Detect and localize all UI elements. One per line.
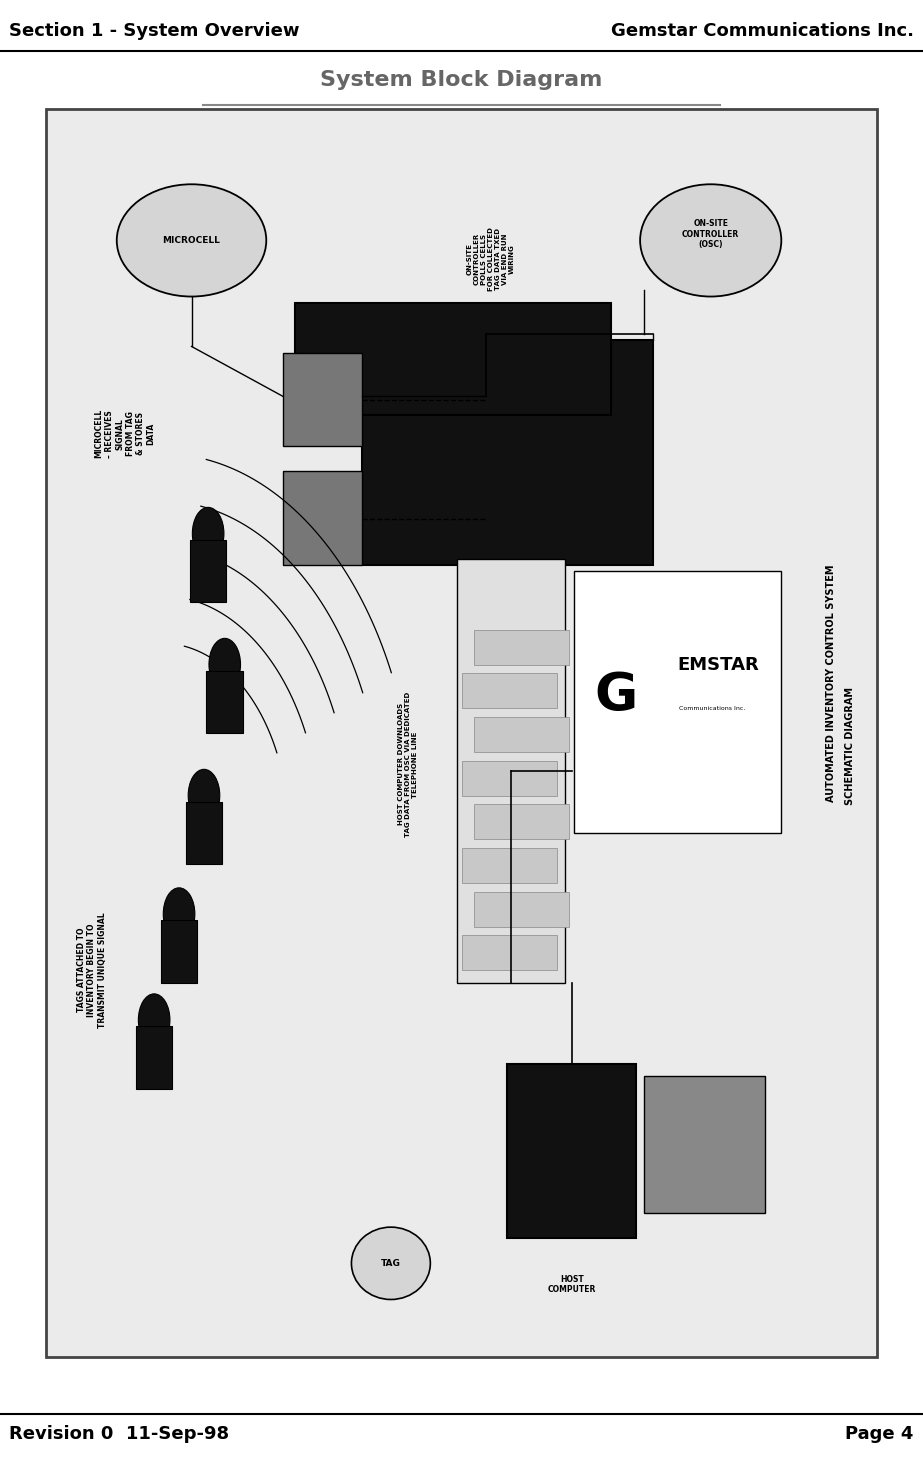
Bar [474, 804, 569, 839]
Bar [136, 1026, 173, 1088]
Bar [362, 340, 653, 565]
Text: SCHEMATIC DIAGRAM: SCHEMATIC DIAGRAM [845, 687, 856, 804]
Bar [462, 673, 557, 708]
Bar [462, 848, 557, 883]
Bar [508, 1064, 636, 1239]
Text: ON-SITE
CONTROLLER
(OSC): ON-SITE CONTROLLER (OSC) [682, 219, 739, 249]
Text: Revision 0  11-Sep-98: Revision 0 11-Sep-98 [9, 1425, 229, 1443]
Text: MICROCELL: MICROCELL [162, 236, 221, 245]
Bar [207, 671, 243, 734]
Bar [573, 570, 781, 833]
Text: Gemstar Communications Inc.: Gemstar Communications Inc. [611, 22, 914, 39]
Bar [282, 353, 362, 446]
Text: Section 1 - System Overview: Section 1 - System Overview [9, 22, 300, 39]
Text: HOST
COMPUTER: HOST COMPUTER [547, 1275, 596, 1294]
FancyBboxPatch shape [46, 109, 877, 1357]
Text: HOST COMPUTER DOWNLOADS
TAG DATA FROM OSC VIA DEDICATED
TELEPHONE LINE: HOST COMPUTER DOWNLOADS TAG DATA FROM OS… [398, 692, 417, 837]
Ellipse shape [163, 889, 195, 940]
Text: TAG: TAG [381, 1259, 401, 1268]
Ellipse shape [209, 639, 241, 690]
Ellipse shape [116, 184, 266, 296]
Bar [190, 540, 226, 603]
Text: TAGS ATTACHED TO
INVENTORY BEGIN TO
TRANSMIT UNIQUE SIGNAL: TAGS ATTACHED TO INVENTORY BEGIN TO TRAN… [77, 912, 107, 1029]
Text: Page 4: Page 4 [845, 1425, 914, 1443]
Ellipse shape [192, 508, 224, 560]
Text: AUTOMATED INVENTORY CONTROL SYSTEM: AUTOMATED INVENTORY CONTROL SYSTEM [826, 565, 836, 802]
Bar [462, 760, 557, 795]
Bar [462, 935, 557, 970]
Text: Communications Inc.: Communications Inc. [679, 706, 746, 711]
Bar [644, 1077, 764, 1214]
Ellipse shape [188, 769, 220, 821]
Bar [161, 921, 198, 983]
Bar [186, 802, 222, 864]
Text: EMSTAR: EMSTAR [677, 655, 760, 674]
Bar [474, 630, 569, 664]
Bar [474, 891, 569, 926]
Bar [282, 471, 362, 565]
Bar [457, 559, 565, 983]
Bar [474, 716, 569, 751]
Text: G: G [594, 670, 638, 722]
Text: MICROCELL
– RECEIVES
SIGNAL
FROM TAG
& STORES
DATA: MICROCELL – RECEIVES SIGNAL FROM TAG & S… [94, 409, 156, 458]
Ellipse shape [138, 994, 170, 1046]
Text: ON-SITE
CONTROLLER
POLLS CELLS
FOR COLLECTED
TAG DATA TXED
VIA END RUN
WIRING: ON-SITE CONTROLLER POLLS CELLS FOR COLLE… [466, 228, 515, 290]
Ellipse shape [641, 184, 782, 296]
Ellipse shape [352, 1227, 430, 1300]
Text: System Block Diagram: System Block Diagram [320, 70, 603, 90]
Bar [295, 303, 611, 414]
